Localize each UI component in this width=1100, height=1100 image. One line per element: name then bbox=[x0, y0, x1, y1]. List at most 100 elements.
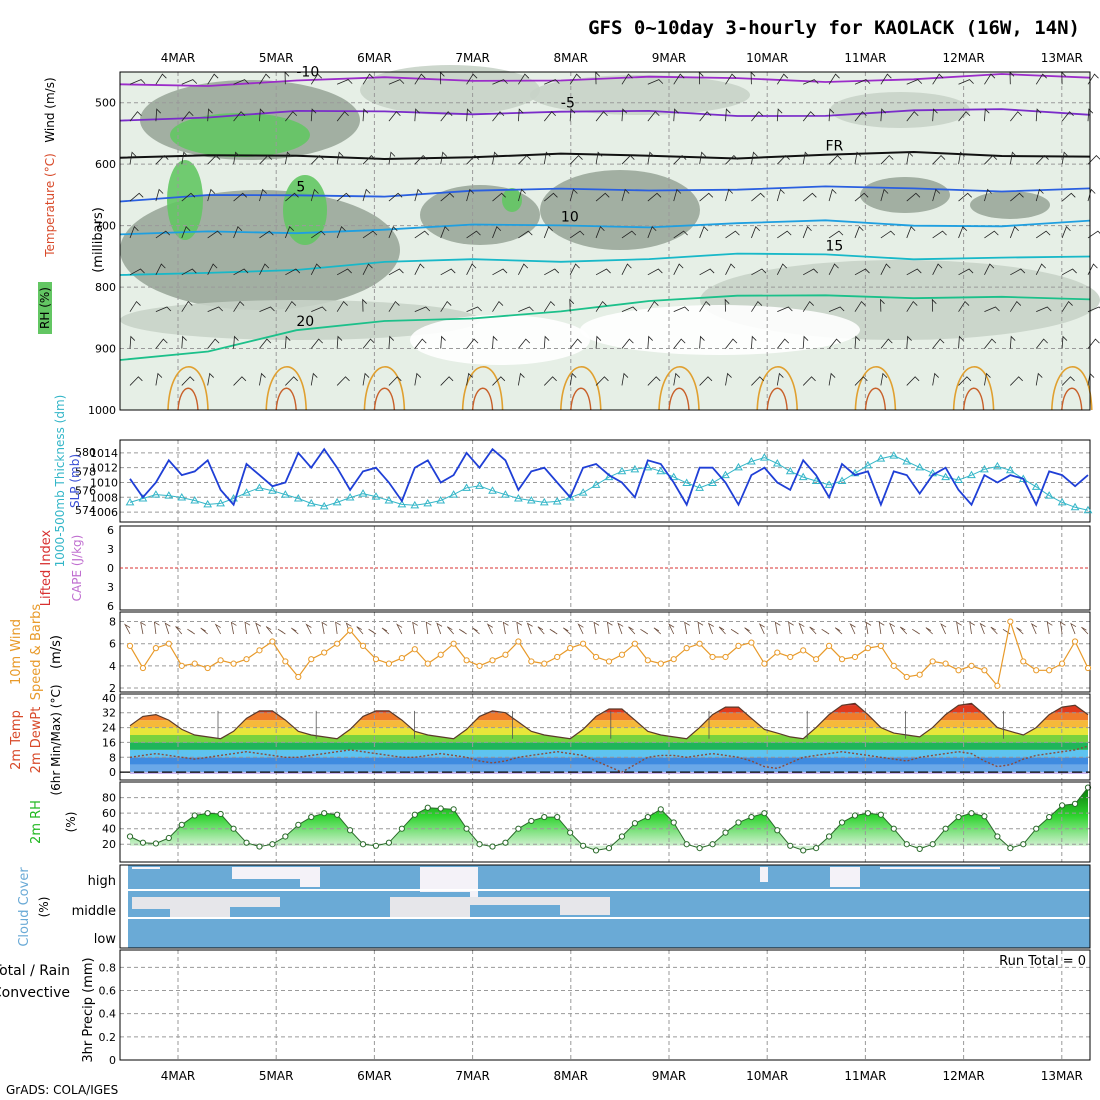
wind-speed-marker bbox=[347, 628, 352, 633]
rh-marker bbox=[1072, 801, 1077, 806]
rh-marker bbox=[179, 822, 184, 827]
wind-legend-label: Wind (m/s) bbox=[43, 77, 57, 142]
wind-speed-marker bbox=[516, 639, 521, 644]
middle-cloud-gap bbox=[170, 897, 230, 917]
date-label-bottom: 4MAR bbox=[161, 1069, 196, 1083]
wind-speed-marker bbox=[464, 658, 469, 663]
precip-tick: 0 bbox=[109, 1054, 116, 1067]
slp-tick: 1010 bbox=[90, 476, 118, 489]
precip-panel: 00.20.40.60.8Run Total = 0Total / RainCo… bbox=[0, 950, 1090, 1067]
surface-wind-barb bbox=[426, 622, 431, 634]
rh-marker bbox=[464, 826, 469, 831]
rh-shaded-region bbox=[410, 315, 590, 365]
wind-speed-marker bbox=[904, 674, 909, 679]
wind-speed-marker bbox=[982, 668, 987, 673]
temperature-band bbox=[120, 720, 1090, 727]
wind-speed-marker bbox=[1021, 659, 1026, 664]
wind-speed-marker bbox=[218, 658, 223, 663]
rh-marker bbox=[697, 846, 702, 851]
date-label-top: 13MAR bbox=[1041, 51, 1083, 65]
temperature-tick: 24 bbox=[102, 722, 116, 735]
date-label-top: 8MAR bbox=[554, 51, 589, 65]
surface-wind-barb bbox=[745, 628, 752, 634]
rh-marker bbox=[1034, 826, 1039, 831]
wind-speed-marker bbox=[490, 658, 495, 663]
thickness-line bbox=[130, 456, 1088, 511]
middle-cloud-gap bbox=[390, 897, 470, 917]
wind-axis-label-1: 10m Wind bbox=[9, 619, 24, 685]
wind-axis-label-3: (m/s) bbox=[49, 635, 64, 669]
surface-wind-barb bbox=[357, 627, 363, 634]
wind-speed-marker bbox=[257, 648, 262, 653]
precip-legend-convective: Convective bbox=[0, 985, 70, 1001]
pressure-tick: 600 bbox=[95, 158, 116, 171]
cloud-axis-label-1: Cloud Cover bbox=[17, 867, 32, 947]
temperature-band bbox=[120, 757, 1090, 764]
high-cloud-gap bbox=[420, 867, 470, 892]
surface-wind-barb bbox=[187, 629, 194, 634]
wind-speed-marker bbox=[878, 643, 883, 648]
surface-wind-barb bbox=[1003, 629, 1010, 634]
surface-wind-barb bbox=[912, 629, 919, 634]
rh-marker bbox=[930, 842, 935, 847]
wind-speed-marker bbox=[140, 665, 145, 670]
wind-speed-marker bbox=[749, 640, 754, 645]
surface-wind-barb bbox=[231, 622, 236, 634]
rh-marker bbox=[166, 835, 171, 840]
wind-speed-marker bbox=[1047, 668, 1052, 673]
rh-marker bbox=[878, 812, 883, 817]
temp-axis-label-2: 2m DewPt bbox=[29, 707, 44, 774]
upper-air-panel: -10-5FR51015205006007008009001000(millib… bbox=[38, 64, 1100, 417]
rh-marker bbox=[347, 828, 352, 833]
wind-speed-marker bbox=[943, 661, 948, 666]
rh-marker bbox=[1008, 846, 1013, 851]
wind-speed-tick: 8 bbox=[109, 616, 116, 629]
surface-wind-barb bbox=[488, 624, 493, 634]
rh-axis-label-1: 2m RH bbox=[29, 800, 44, 844]
middle-cloud-gap bbox=[230, 897, 280, 907]
rh-marker bbox=[477, 842, 482, 847]
cape-li-panel: 63036Lifted Index CAPE (J/kg) bbox=[39, 524, 1090, 613]
wind-speed-marker bbox=[270, 639, 275, 644]
wind-speed-marker bbox=[555, 654, 560, 659]
rh-marker bbox=[399, 826, 404, 831]
rh-marker bbox=[710, 842, 715, 847]
wind-speed-marker bbox=[335, 641, 340, 646]
precip-frame bbox=[120, 950, 1090, 1060]
cloud-layer-label: high bbox=[88, 874, 116, 889]
pressure-axis-label: (millibars) bbox=[91, 207, 106, 273]
surface-wind-barb bbox=[731, 629, 738, 634]
surface-wind-barb bbox=[810, 627, 816, 634]
surface-wind-barb bbox=[926, 628, 933, 634]
wind-speed-marker bbox=[723, 654, 728, 659]
surface-wind-barb bbox=[980, 624, 985, 634]
wind-speed-marker bbox=[930, 659, 935, 664]
wind10m-panel: 246810m Wind Speed & Barbs (m/s) bbox=[9, 604, 1091, 701]
wind-speed-marker bbox=[826, 643, 831, 648]
surface-wind-barb bbox=[957, 622, 962, 634]
wind-speed-marker bbox=[917, 672, 922, 677]
wind-speed-marker bbox=[684, 646, 689, 651]
wind-speed-marker bbox=[645, 658, 650, 663]
high-cloud-gap bbox=[760, 867, 768, 882]
rh2m-panel: 204060802m RH (%) bbox=[29, 782, 1091, 862]
temperature-band bbox=[120, 765, 1090, 772]
wind-speed-marker bbox=[671, 657, 676, 662]
wind10m-frame bbox=[120, 612, 1090, 692]
wind-speed-marker bbox=[166, 641, 171, 646]
date-label-bottom: 6MAR bbox=[357, 1069, 392, 1083]
chart-title: GFS 0~10day 3-hourly for KAOLACK (16W, 1… bbox=[588, 17, 1080, 39]
rh-axis-label-2: (%) bbox=[64, 812, 78, 833]
rh-marker bbox=[775, 828, 780, 833]
high-cloud-gap bbox=[830, 867, 860, 887]
surface-wind-barb bbox=[256, 623, 261, 634]
date-label-top: 7MAR bbox=[455, 51, 490, 65]
rh-marker bbox=[153, 841, 158, 846]
rh-marker bbox=[982, 814, 987, 819]
precip-tick: 0.8 bbox=[99, 961, 117, 974]
rh-marker bbox=[127, 834, 132, 839]
rh-marker bbox=[360, 842, 365, 847]
precip-tick: 0.4 bbox=[99, 1008, 117, 1021]
surface-wind-barb bbox=[866, 622, 871, 634]
pressure-tick: 1000 bbox=[88, 404, 116, 417]
